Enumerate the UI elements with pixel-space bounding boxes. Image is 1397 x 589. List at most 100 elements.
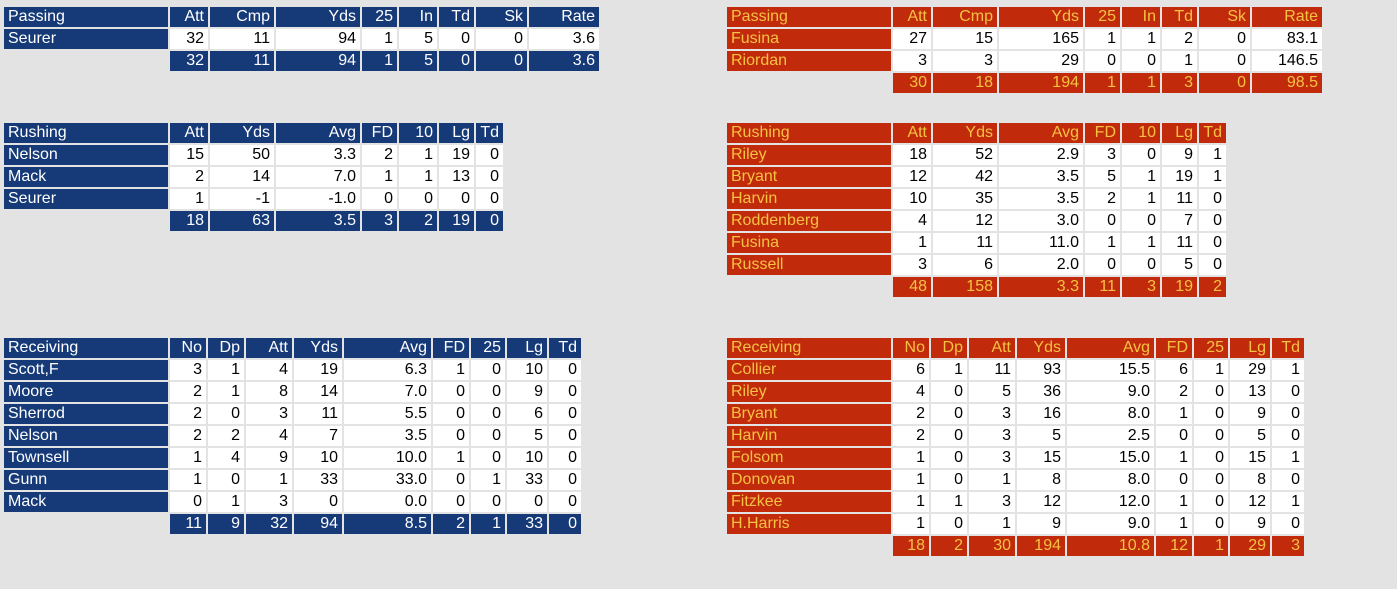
stat-cell: 5 bbox=[1085, 167, 1120, 187]
column-header: Att bbox=[893, 123, 931, 143]
total-cell: 11 bbox=[1085, 277, 1120, 297]
stat-cell: 7.0 bbox=[276, 167, 360, 187]
stat-cell: 2 bbox=[208, 426, 244, 446]
stat-cell: 11 bbox=[969, 360, 1015, 380]
player-name: Scott,F bbox=[4, 360, 168, 380]
stat-cell: 11 bbox=[210, 29, 274, 49]
player-name: Russell bbox=[727, 255, 891, 275]
column-header: Lg bbox=[439, 123, 474, 143]
stat-cell: 83.1 bbox=[1252, 29, 1322, 49]
total-cell: 18 bbox=[933, 73, 997, 93]
column-header: Td bbox=[549, 338, 581, 358]
stat-cell: 9 bbox=[1162, 145, 1197, 165]
stat-cell: 3 bbox=[933, 51, 997, 71]
column-header: Avg bbox=[344, 338, 431, 358]
stat-cell: 10 bbox=[294, 448, 342, 468]
total-cell: 194 bbox=[999, 73, 1083, 93]
stat-cell: 0 bbox=[471, 404, 505, 424]
player-name: Riley bbox=[727, 145, 891, 165]
stat-cell: 0 bbox=[1194, 448, 1228, 468]
total-cell: 158 bbox=[933, 277, 997, 297]
stat-cell: 8 bbox=[1017, 470, 1065, 490]
stat-cell: 0.0 bbox=[344, 492, 431, 512]
stat-cell: 0 bbox=[549, 382, 581, 402]
player-name: Nelson bbox=[4, 145, 168, 165]
stat-cell: 1 bbox=[969, 470, 1015, 490]
stat-cell: 0 bbox=[1156, 470, 1192, 490]
stat-cell: 15 bbox=[1017, 448, 1065, 468]
stat-cell: 1 bbox=[969, 514, 1015, 534]
totals-row: 48 158 3.3 11 3 19 2 bbox=[727, 277, 1226, 297]
stat-cell: 0 bbox=[471, 492, 505, 512]
stat-cell: 11 bbox=[294, 404, 342, 424]
stat-cell: 0 bbox=[1199, 29, 1250, 49]
total-cell: 5 bbox=[399, 51, 437, 71]
stat-cell: 1 bbox=[399, 167, 437, 187]
stat-cell: 0 bbox=[433, 492, 469, 512]
stat-cell: 165 bbox=[999, 29, 1083, 49]
stat-cell: 0 bbox=[476, 167, 503, 187]
column-header: Dp bbox=[208, 338, 244, 358]
total-cell: 3.6 bbox=[529, 51, 599, 71]
total-cell: 10.8 bbox=[1067, 536, 1154, 556]
table-row: Mack 0 1 3 0 0.0 0 0 0 0 bbox=[4, 492, 581, 512]
stat-cell: 10.0 bbox=[344, 448, 431, 468]
table-row: Seurer 1 -1 -1.0 0 0 0 0 bbox=[4, 189, 503, 209]
stat-cell: 0 bbox=[1272, 426, 1304, 446]
total-cell: 12 bbox=[1156, 536, 1192, 556]
stat-cell: 33 bbox=[507, 470, 547, 490]
column-header: Lg bbox=[1162, 123, 1197, 143]
stat-cell: 1 bbox=[208, 360, 244, 380]
stat-cell: 1 bbox=[1156, 404, 1192, 424]
totals-row: 18 63 3.5 3 2 19 0 bbox=[4, 211, 503, 231]
stat-cell: 50 bbox=[210, 145, 274, 165]
stat-cell: 0 bbox=[1194, 514, 1228, 534]
stat-cell: 10 bbox=[507, 360, 547, 380]
stat-cell: 0 bbox=[399, 189, 437, 209]
column-header: Td bbox=[1272, 338, 1304, 358]
stat-cell: 11 bbox=[933, 233, 997, 253]
stat-cell: 0 bbox=[931, 448, 967, 468]
stat-cell: 9 bbox=[1230, 514, 1270, 534]
player-name: Mack bbox=[4, 167, 168, 187]
stat-cell: 5 bbox=[969, 382, 1015, 402]
stat-cell: 1 bbox=[893, 233, 931, 253]
stat-cell: 29 bbox=[1230, 360, 1270, 380]
stat-cell: 13 bbox=[439, 167, 474, 187]
right-receiving-header-row: Receiving No Dp Att Yds Avg FD 25 Lg Td bbox=[727, 338, 1304, 358]
stat-cell: 93 bbox=[1017, 360, 1065, 380]
stat-cell: 1 bbox=[893, 492, 929, 512]
column-header: No bbox=[893, 338, 929, 358]
stat-cell: 2 bbox=[893, 404, 929, 424]
stat-cell: 1 bbox=[1085, 233, 1120, 253]
stat-cell: 0 bbox=[549, 360, 581, 380]
total-cell: 1 bbox=[1085, 73, 1120, 93]
total-cell: 2 bbox=[931, 536, 967, 556]
total-cell: 1 bbox=[362, 51, 397, 71]
column-header: 25 bbox=[1085, 7, 1120, 27]
right-rushing-table: Rushing Att Yds Avg FD 10 Lg Td Riley 18 52 2.9 3 0 9 1… bbox=[725, 121, 1228, 299]
section-title: Receiving bbox=[4, 338, 168, 358]
column-header: Avg bbox=[1067, 338, 1154, 358]
table-row: Fusina 27 15 165 1 1 2 0 83.1 bbox=[727, 29, 1322, 49]
stat-cell: 1 bbox=[362, 167, 397, 187]
stat-cell: 5 bbox=[399, 29, 437, 49]
column-header: FD bbox=[433, 338, 469, 358]
right-receiving-table: Receiving No Dp Att Yds Avg FD 25 Lg Td Collier 6 1 1… bbox=[725, 336, 1306, 558]
column-header: 10 bbox=[1122, 123, 1160, 143]
stat-cell: 0 bbox=[1272, 404, 1304, 424]
left-rushing-table: Rushing Att Yds Avg FD 10 Lg Td Nelson 15 50 3.3 2 1 1… bbox=[2, 121, 505, 233]
total-cell: 2 bbox=[1199, 277, 1226, 297]
total-cell: 32 bbox=[170, 51, 208, 71]
totals-row: 11 9 32 94 8.5 2 1 33 0 bbox=[4, 514, 581, 534]
stat-cell: 1 bbox=[1122, 233, 1160, 253]
stat-cell: 2.0 bbox=[999, 255, 1083, 275]
table-row: Collier 6 1 11 93 15.5 6 1 29 1 bbox=[727, 360, 1304, 380]
player-name: Seurer bbox=[4, 29, 168, 49]
stat-cell: 15.5 bbox=[1067, 360, 1154, 380]
stat-cell: 2 bbox=[170, 382, 206, 402]
player-name: Mack bbox=[4, 492, 168, 512]
stat-cell: 1 bbox=[362, 29, 397, 49]
table-row: Russell 3 6 2.0 0 0 5 0 bbox=[727, 255, 1226, 275]
stat-cell: 3 bbox=[969, 448, 1015, 468]
